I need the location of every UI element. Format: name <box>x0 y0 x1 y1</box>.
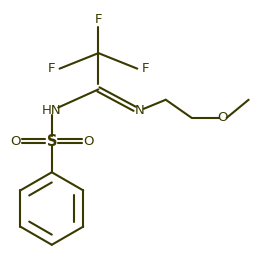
Text: O: O <box>10 135 21 148</box>
Text: N: N <box>135 104 145 117</box>
Text: F: F <box>141 62 149 75</box>
Text: F: F <box>95 13 102 26</box>
Text: HN: HN <box>42 104 62 117</box>
Text: F: F <box>48 62 55 75</box>
Text: S: S <box>47 134 57 149</box>
Text: O: O <box>218 111 228 124</box>
Text: O: O <box>83 135 93 148</box>
